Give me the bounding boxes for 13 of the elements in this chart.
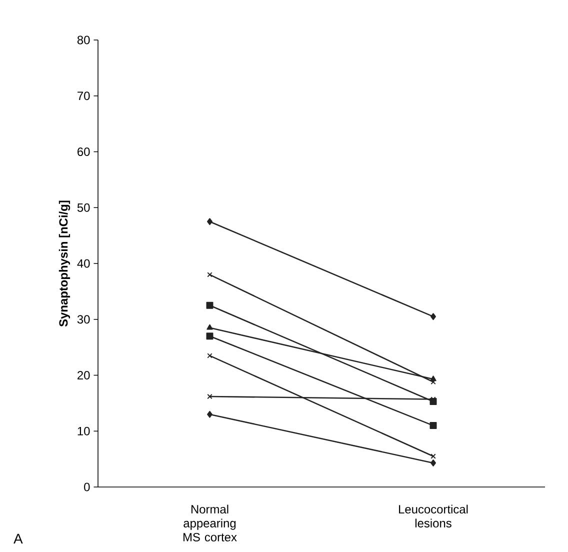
y-axis-title: Synaptophysin [nCi/g] — [58, 200, 70, 327]
y-tick-label: 40 — [77, 259, 90, 268]
y-tick-label: 30 — [77, 315, 90, 324]
x-tick-label: Normal appearing MS cortex — [184, 504, 237, 542]
y-tick-label: 0 — [84, 482, 90, 492]
y-tick-label: 10 — [78, 426, 90, 436]
text: A — [14, 534, 23, 544]
y-tick-label: 60 — [78, 148, 90, 156]
x-tick-label: Leucocortical lesions — [399, 504, 468, 528]
y-tick-label: 20 — [78, 371, 90, 380]
y-tick-label: 50 — [77, 203, 90, 212]
y-tick-label: 80 — [77, 36, 90, 44]
y-tick-label: 70 — [78, 92, 90, 100]
